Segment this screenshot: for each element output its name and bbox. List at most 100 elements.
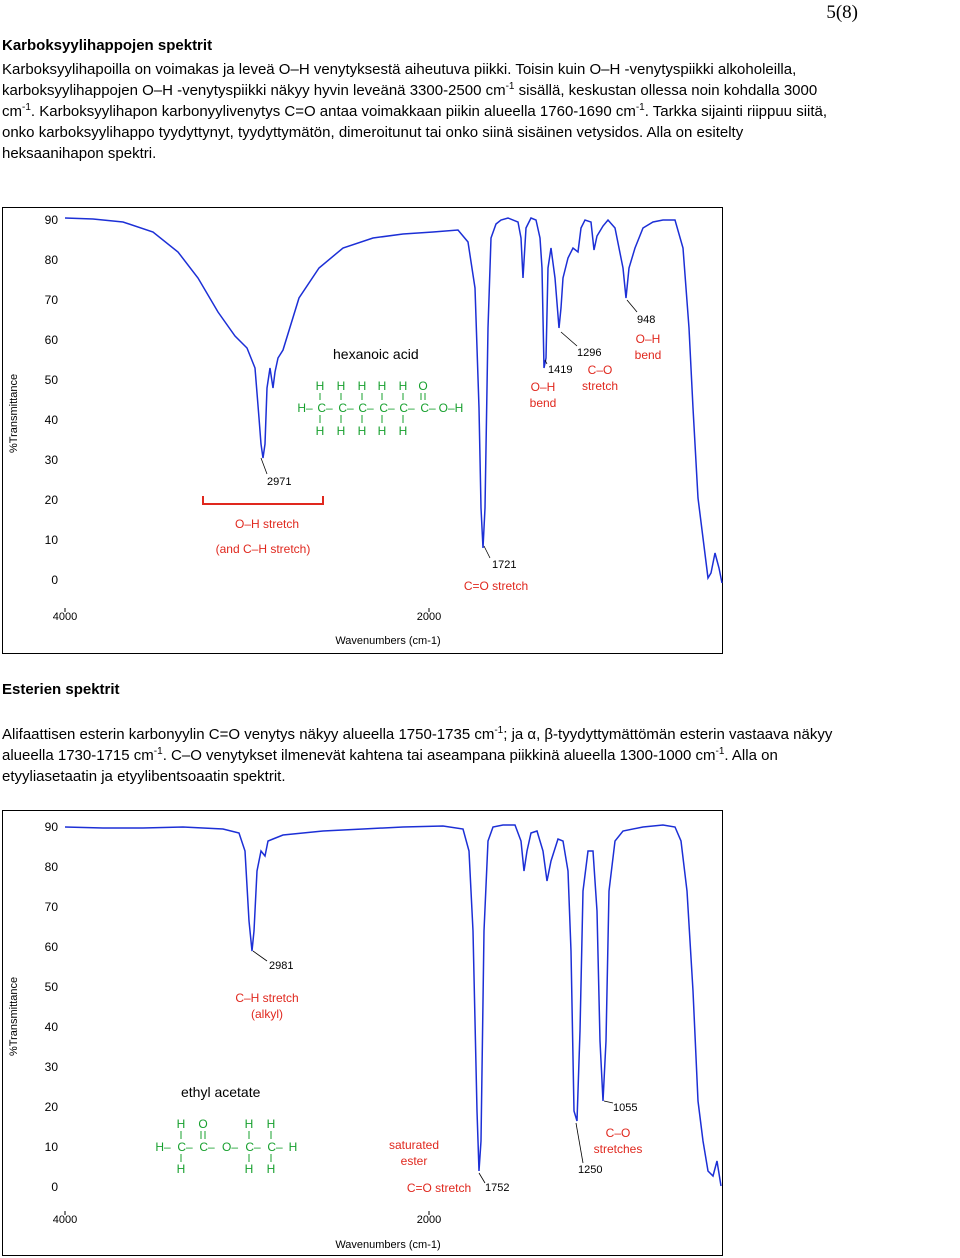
spectrum-hexanoic-acid: 90 80 70 60 50 40 30 20 10 0 %Transmitta… [2, 207, 723, 654]
ytick: 90 [45, 820, 59, 834]
svg-text:O–: O– [222, 1140, 238, 1154]
peak-label-2981: 2981 [269, 960, 293, 972]
annot-ester: ester [401, 1154, 428, 1168]
svg-text:C–: C– [420, 401, 436, 415]
peak-label-948: 948 [637, 314, 655, 326]
ytick: 30 [45, 1060, 59, 1074]
svg-text:H: H [245, 1117, 254, 1131]
svg-text:H: H [316, 379, 325, 393]
xtick: 4000 [53, 1214, 77, 1226]
annot-co-stretch: C=O stretch [464, 579, 528, 593]
ytick: 10 [45, 1140, 59, 1154]
svg-text:H: H [378, 424, 387, 438]
svg-text:C–: C– [358, 401, 374, 415]
hexanoic-acid-structure: H H H H H O H– C– C– C– C– C– C– O–H H H… [297, 379, 463, 438]
ytick: 80 [45, 253, 59, 267]
ir-trace [64, 217, 723, 584]
svg-text:C–: C– [317, 401, 333, 415]
svg-text:C–: C– [245, 1140, 261, 1154]
annot-oh-bend-3: O–H [636, 332, 661, 346]
ytick: 70 [45, 900, 59, 914]
svg-text:C–: C– [199, 1140, 215, 1154]
spectrum-title: hexanoic acid [333, 346, 419, 362]
peak-label-1721: 1721 [492, 559, 516, 571]
xtick: 4000 [53, 611, 77, 623]
svg-text:H: H [267, 1162, 276, 1176]
svg-text:H: H [399, 424, 408, 438]
peak-label-1296: 1296 [577, 347, 601, 359]
svg-text:H: H [177, 1117, 186, 1131]
svg-text:H: H [177, 1162, 186, 1176]
annot-oh-bend-2: bend [530, 396, 557, 410]
annot-oh-bend-1: O–H [531, 380, 556, 394]
svg-text:O: O [418, 379, 427, 393]
xtick: 2000 [417, 611, 441, 623]
ytick: 20 [45, 493, 59, 507]
paragraph-carboxylic: Karboksyylihapoilla on voimakas ja leveä… [2, 61, 828, 162]
svg-text:H–: H– [297, 401, 313, 415]
annot-oh-bend-4: bend [635, 348, 662, 362]
spectrum-ethyl-acetate: 90 80 70 60 50 40 30 20 10 0 %Transmitta… [2, 810, 723, 1256]
ethyl-acetate-structure: H O H H H– C– C– O– C– C– H H H H [155, 1117, 297, 1176]
ytick: 50 [45, 980, 59, 994]
ytick: 40 [45, 413, 59, 427]
ytick: 90 [45, 213, 59, 227]
svg-text:H: H [358, 424, 367, 438]
annot-alkyl: (alkyl) [251, 1007, 283, 1021]
section-title-esters: Esterien spektrit [2, 681, 120, 698]
ytick: 50 [45, 373, 59, 387]
svg-text:H: H [358, 379, 367, 393]
xtick: 2000 [417, 1214, 441, 1226]
annot-stretches: stretches [594, 1142, 643, 1156]
peak-label-1752: 1752 [485, 1182, 509, 1194]
range-bracket [202, 496, 324, 505]
svg-text:H: H [267, 1117, 276, 1131]
svg-text:H: H [245, 1162, 254, 1176]
svg-text:H–: H– [155, 1140, 171, 1154]
ir-trace [64, 824, 722, 1187]
svg-text:H: H [289, 1140, 298, 1154]
ytick: 0 [51, 1180, 58, 1194]
annot-saturated: saturated [389, 1138, 439, 1152]
ytick: 30 [45, 453, 59, 467]
svg-text:H: H [399, 379, 408, 393]
svg-text:C–: C– [338, 401, 354, 415]
svg-text:O–H: O–H [439, 401, 464, 415]
ytick: 0 [51, 573, 58, 587]
svg-text:H: H [378, 379, 387, 393]
svg-text:C–: C– [177, 1140, 193, 1154]
annot-and-ch-stretch: (and C–H stretch) [216, 542, 311, 556]
section-title-carboxylic: Karboksyylihappojen spektrit [2, 37, 213, 54]
annot-c-o: C–O [606, 1126, 631, 1140]
y-axis-label: %Transmittance [8, 977, 20, 1056]
annot-ch-stretch: C–H stretch [235, 991, 298, 1005]
peak-label-1250: 1250 [578, 1164, 602, 1176]
ytick: 60 [45, 940, 59, 954]
peak-label-1419: 1419 [548, 364, 572, 376]
page-number: 5(8) [826, 2, 858, 23]
spectrum-title: ethyl acetate [181, 1084, 261, 1100]
svg-text:C–: C– [379, 401, 395, 415]
svg-text:H: H [337, 379, 346, 393]
x-axis-label: Wavenumbers (cm-1) [335, 1239, 440, 1251]
ytick: 20 [45, 1100, 59, 1114]
y-axis-label: %Transmittance [8, 374, 20, 453]
svg-text:C–: C– [267, 1140, 283, 1154]
ytick: 10 [45, 533, 59, 547]
svg-text:H: H [337, 424, 346, 438]
ytick: 40 [45, 1020, 59, 1034]
svg-text:H: H [316, 424, 325, 438]
annot-c-o-1: C–O [588, 363, 613, 377]
paragraph-esters: Alifaattisen esterin karbonyylin C=O ven… [2, 725, 833, 786]
ytick: 60 [45, 333, 59, 347]
annot-co-stretch: C=O stretch [407, 1181, 471, 1195]
annot-oh-stretch: O–H stretch [235, 517, 299, 531]
annot-c-o-2: stretch [582, 379, 618, 393]
x-axis-label: Wavenumbers (cm-1) [335, 635, 440, 647]
ytick: 80 [45, 860, 59, 874]
svg-text:C–: C– [399, 401, 415, 415]
ytick: 70 [45, 293, 59, 307]
peak-label-2971: 2971 [267, 476, 291, 488]
svg-text:O: O [198, 1117, 207, 1131]
peak-label-1055: 1055 [613, 1102, 637, 1114]
